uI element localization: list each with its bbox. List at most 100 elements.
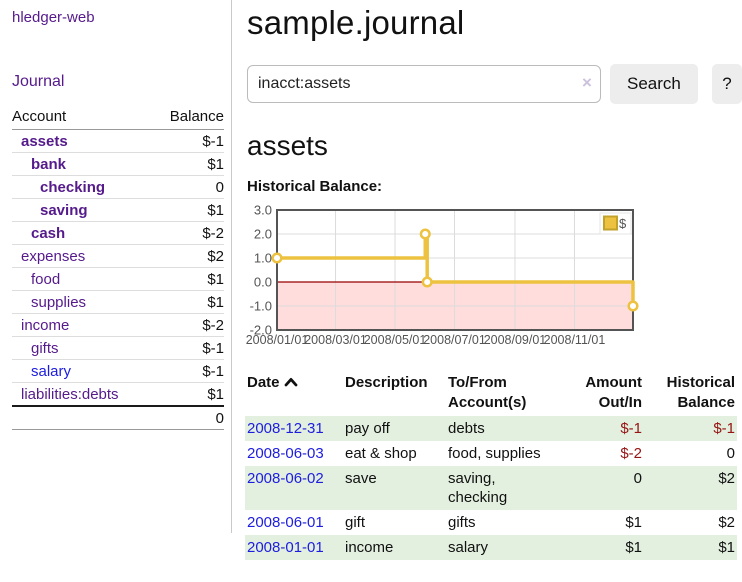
transaction-balance: $2: [644, 466, 737, 510]
x-tick-label: 2008/05/01: [364, 333, 427, 347]
sidebar-account-link[interactable]: bank: [31, 155, 67, 173]
sidebar-account-link[interactable]: checking: [40, 178, 106, 196]
account-row: gifts $-1: [12, 336, 224, 360]
sidebar-account-link[interactable]: income: [21, 316, 70, 334]
y-tick-label: 3.0: [254, 203, 272, 218]
account-row: checking 0: [12, 175, 224, 199]
account-balance: $-2: [152, 313, 224, 337]
transaction-amount: $-1: [558, 416, 644, 441]
transaction-accounts: debts: [446, 416, 558, 441]
account-row: cash $-2: [12, 221, 224, 245]
sidebar-account-link[interactable]: saving: [40, 201, 88, 219]
transaction-balance: $2: [718, 514, 735, 531]
legend-label: $: [619, 216, 627, 231]
account-balance: 0: [152, 175, 224, 199]
data-point-marker: [421, 276, 433, 288]
account-row: expenses $2: [12, 244, 224, 268]
transaction-amount: $-2: [620, 445, 642, 462]
table-row: 2008-12-31 pay off debts $-1 $-1: [245, 416, 737, 441]
y-tick-label: -2.0: [250, 323, 272, 338]
x-tick-label: 2008/09/01: [484, 333, 547, 347]
accounts-total-value: 0: [152, 405, 224, 430]
table-row: 2008-06-02 save saving, checking 0 $2: [245, 466, 737, 510]
sidebar-item-journal[interactable]: Journal: [12, 73, 65, 90]
data-point-marker: [271, 252, 283, 264]
account-row: supplies $1: [12, 290, 224, 314]
sidebar-account-link[interactable]: assets: [21, 132, 68, 150]
help-button[interactable]: ?: [711, 64, 742, 104]
register-table: Date Description To/From Account(s) Amou…: [245, 371, 737, 560]
transaction-date-link[interactable]: 2008-01-01: [247, 539, 324, 556]
chart-title: Historical Balance:: [247, 178, 383, 195]
main-content: sample.journal × Search ? assets Histori…: [245, 0, 742, 560]
transaction-date-link[interactable]: 2008-12-31: [247, 420, 324, 437]
y-tick-label: 0.0: [254, 275, 272, 290]
search-input[interactable]: [247, 65, 601, 103]
accounts-table-header: Account Balance: [12, 106, 224, 130]
account-balance: $2: [152, 244, 224, 268]
y-tick-label: 2.0: [254, 227, 272, 242]
account-row: saving $1: [12, 198, 224, 222]
col-header-description: Description: [345, 374, 428, 391]
search-button[interactable]: Search: [609, 64, 698, 104]
transaction-date-link[interactable]: 2008-06-02: [247, 470, 324, 487]
accounts-total-row: 0: [12, 405, 224, 430]
sidebar-account-link[interactable]: liabilities:debts: [21, 385, 119, 403]
account-balance: $1: [152, 267, 224, 291]
page-title: sample.journal: [247, 4, 465, 41]
accounts-table: Account Balance assets $-1 bank $1 checking 0…: [12, 106, 224, 430]
transaction-accounts: salary: [446, 535, 558, 560]
table-row: 2008-06-03 eat & shop food, supplies $-2 0: [245, 441, 737, 466]
transaction-amount: $1: [625, 514, 642, 531]
transaction-date-link[interactable]: 2008-06-01: [247, 514, 324, 531]
transaction-description: save: [343, 466, 446, 510]
x-tick-label: 2008/07/01: [423, 333, 486, 347]
transaction-balance: $1: [644, 535, 737, 560]
col-header-amount: Amount Out/In: [585, 374, 642, 411]
plot-border: [276, 209, 634, 331]
data-point-marker: [627, 300, 639, 312]
account-balance: $-1: [152, 336, 224, 360]
col-header-accounts: To/From Account(s): [448, 374, 527, 411]
transaction-description: income: [343, 535, 446, 560]
sidebar-account-link[interactable]: food: [31, 270, 61, 288]
sidebar-account-link[interactable]: salary: [31, 362, 72, 380]
register-header-row: Date Description To/From Account(s) Amou…: [245, 371, 737, 416]
transaction-accounts: food, supplies: [448, 445, 541, 462]
transaction-balance: 0: [726, 445, 735, 462]
search-bar: × Search ?: [247, 64, 742, 104]
accounts-total-spacer: [12, 405, 153, 430]
account-row: liabilities:debts $1: [12, 382, 224, 407]
x-tick-label: 2008/03/01: [304, 333, 367, 347]
report-account-heading: assets: [247, 130, 328, 161]
sidebar-account-link[interactable]: expenses: [21, 247, 86, 265]
account-balance: $-1: [152, 359, 224, 383]
account-column-header: Account: [12, 106, 153, 130]
transaction-date-link[interactable]: 2008-06-03: [247, 445, 324, 462]
table-row: 2008-01-01 income salary $1 $1: [245, 535, 737, 560]
transaction-description: eat & shop: [345, 445, 417, 462]
account-balance: $1: [152, 152, 224, 176]
account-balance: $1: [152, 382, 224, 407]
balance-column-header: Balance: [152, 106, 224, 130]
account-balance: $1: [152, 198, 224, 222]
x-tick-label: 2008/11/01: [544, 333, 606, 347]
sidebar-account-link[interactable]: supplies: [31, 293, 87, 311]
sidebar-account-link[interactable]: gifts: [31, 339, 59, 357]
y-tick-label: 1.0: [254, 251, 272, 266]
account-balance: $-2: [152, 221, 224, 245]
col-header-balance: Historical Balance: [666, 374, 735, 411]
transaction-amount: $1: [558, 535, 644, 560]
sidebar-account-link[interactable]: cash: [31, 224, 66, 242]
transaction-description: gift: [345, 514, 366, 531]
x-tick-label: 2008/01/01: [246, 333, 309, 347]
sort-ascending-icon: [284, 378, 297, 387]
app-title-link[interactable]: hledger-web: [12, 9, 95, 26]
sidebar: hledger-web Journal Account Balance asse…: [0, 0, 232, 533]
account-balance: $-1: [152, 129, 224, 153]
account-row: food $1: [12, 267, 224, 291]
transaction-description: pay off: [343, 416, 446, 441]
col-header-date[interactable]: Date: [245, 371, 343, 416]
clear-search-icon[interactable]: ×: [582, 73, 592, 92]
transaction-accounts: saving, checking: [446, 466, 558, 510]
